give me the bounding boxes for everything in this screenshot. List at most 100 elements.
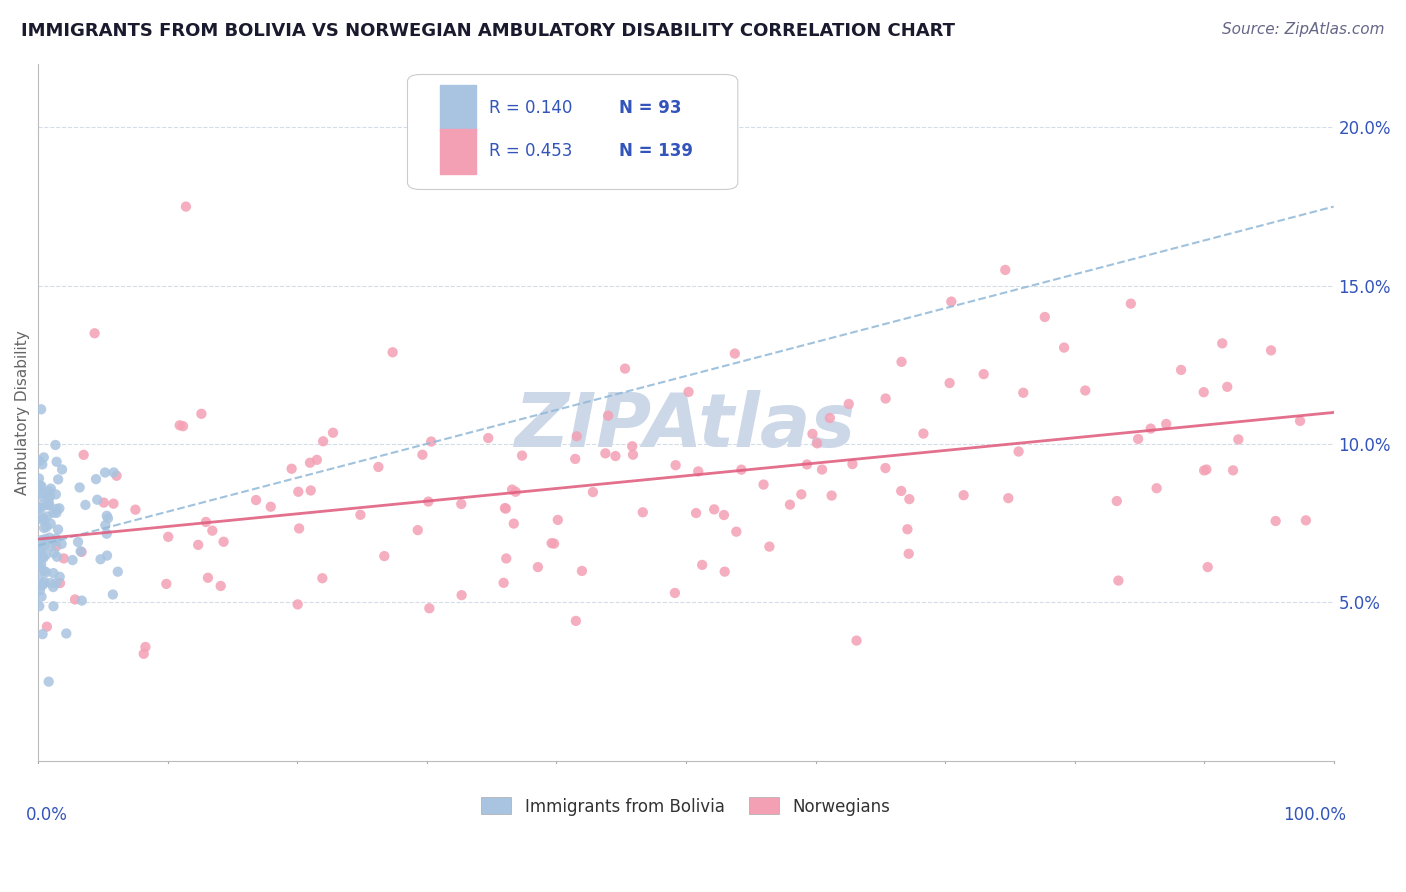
Point (48, 570, 70, 584)
Point (1211, 336, 1233, 351)
Point (571, 564, 593, 578)
Point (713, 565, 735, 579)
Point (86, 492, 108, 507)
Point (890, 355, 912, 369)
Point (373, 549, 395, 563)
Point (134, 640, 156, 654)
Point (260, 500, 283, 514)
Point (30, 479, 52, 493)
Point (367, 460, 389, 475)
Point (288, 521, 311, 535)
Point (39, 489, 62, 503)
Point (51, 462, 73, 476)
Point (37, 498, 59, 512)
Point (1170, 363, 1192, 377)
Point (1126, 432, 1149, 446)
Point (665, 458, 688, 473)
Point (997, 491, 1019, 505)
Point (30, 510, 52, 524)
Point (418, 494, 440, 508)
Point (502, 516, 524, 531)
Point (1053, 341, 1076, 355)
Point (897, 547, 920, 561)
Point (1139, 421, 1161, 435)
Point (39, 540, 62, 554)
Point (38, 484, 60, 499)
Point (96, 526, 118, 541)
Point (411, 448, 433, 462)
Point (42, 566, 65, 580)
Point (31, 627, 53, 641)
Point (1264, 514, 1286, 528)
Point (621, 448, 644, 462)
Point (941, 294, 963, 309)
Point (418, 601, 440, 615)
Point (49, 576, 72, 591)
Point (34, 538, 56, 552)
Point (1260, 343, 1282, 358)
Point (811, 462, 834, 476)
Point (896, 522, 918, 536)
Point (349, 508, 371, 522)
Point (1195, 462, 1218, 476)
Point (45, 455, 67, 469)
Point (42, 599, 65, 614)
Point (713, 508, 735, 522)
Point (614, 361, 637, 376)
Point (495, 551, 517, 566)
Point (1227, 433, 1250, 447)
Point (1033, 310, 1056, 324)
Point (94, 466, 117, 480)
Text: 0.0%: 0.0% (25, 806, 67, 824)
Point (28, 540, 51, 554)
Point (28, 501, 51, 516)
Point (690, 558, 713, 572)
Point (31, 533, 53, 547)
Point (39, 516, 62, 531)
Point (38, 497, 60, 511)
Point (67, 535, 90, 549)
Point (35, 565, 58, 579)
Point (505, 484, 527, 499)
Point (725, 524, 748, 539)
Point (501, 483, 523, 497)
Point (547, 513, 569, 527)
Point (201, 524, 224, 538)
Point (322, 425, 344, 440)
Point (90, 552, 112, 566)
Point (35, 548, 58, 562)
Text: Source: ZipAtlas.com: Source: ZipAtlas.com (1222, 22, 1385, 37)
Point (818, 411, 841, 425)
Point (105, 468, 128, 483)
Point (779, 498, 801, 512)
Point (287, 598, 309, 612)
Point (44, 546, 66, 560)
Point (450, 497, 472, 511)
Point (287, 484, 309, 499)
Point (1295, 513, 1317, 527)
Point (45, 502, 67, 516)
Point (28, 471, 51, 485)
Point (34, 574, 56, 589)
Point (1197, 560, 1219, 574)
Point (912, 426, 935, 441)
Point (595, 446, 617, 460)
Point (101, 587, 124, 601)
Point (664, 586, 686, 600)
Point (75, 498, 97, 512)
Point (48, 501, 70, 516)
Point (30, 561, 52, 575)
Point (32, 521, 55, 535)
Point (103, 466, 125, 480)
Point (30, 501, 52, 516)
Point (46, 523, 69, 537)
Point (62, 553, 84, 567)
Point (39, 576, 62, 591)
Point (1107, 574, 1129, 588)
Text: R = 0.453: R = 0.453 (489, 142, 572, 161)
Point (32, 512, 55, 526)
Point (187, 538, 209, 552)
Point (45, 540, 67, 554)
Point (898, 492, 921, 507)
Point (790, 487, 813, 501)
